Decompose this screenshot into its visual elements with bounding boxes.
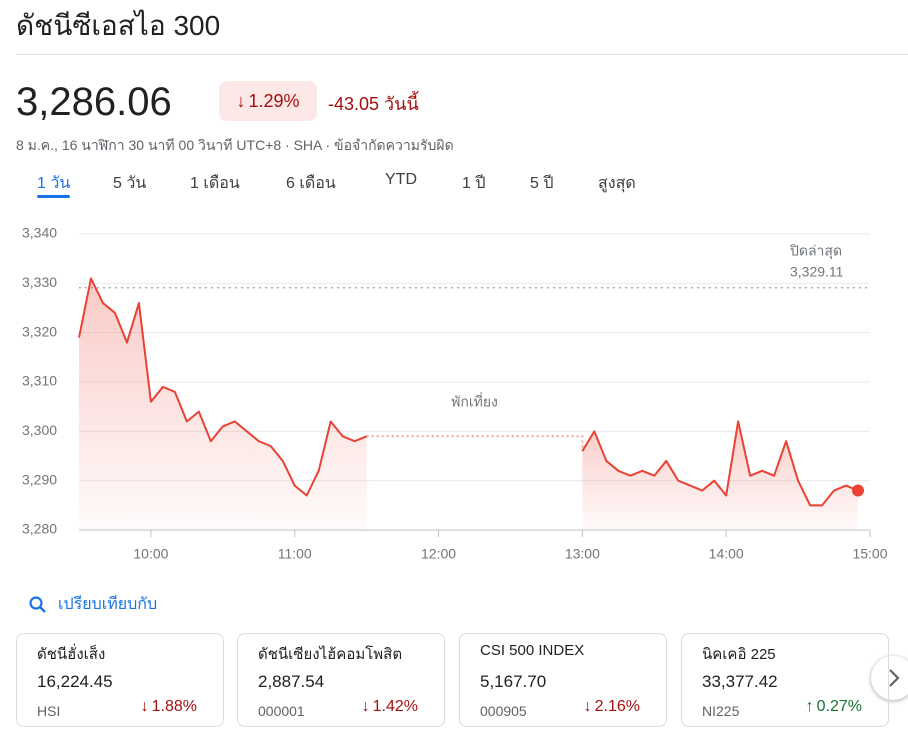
range-tab[interactable]: สูงสุด xyxy=(598,175,636,192)
last-point xyxy=(852,484,865,497)
next-button[interactable] xyxy=(871,656,908,700)
x-tick-label: 15:00 xyxy=(852,546,887,562)
down-arrow: ↓ xyxy=(140,698,149,715)
lunch-annotation: พักเที่ยง xyxy=(451,393,498,410)
range-tab[interactable]: YTD xyxy=(385,171,417,188)
range-tab[interactable]: 6 เดือน xyxy=(286,175,336,192)
range-tab[interactable]: 5 ปี xyxy=(530,175,554,192)
change-percent: 0.27% xyxy=(816,698,862,715)
x-tick-label: 12:00 xyxy=(421,546,456,562)
y-tick-label: 3,300 xyxy=(22,422,57,438)
y-tick-label: 3,330 xyxy=(22,274,57,290)
y-tick-label: 3,280 xyxy=(22,521,57,537)
range-tab[interactable]: 1 เดือน xyxy=(190,175,240,192)
card-price: 16,224.45 xyxy=(37,672,113,691)
y-tick-label: 3,290 xyxy=(22,471,57,487)
price: 3,286.06 xyxy=(16,80,172,124)
area-fill xyxy=(582,421,859,530)
range-tab[interactable]: 1 ปี xyxy=(462,175,486,192)
card-name: ดัชนีฮั่งเส็ง xyxy=(37,646,106,663)
chevron xyxy=(889,669,900,687)
x-tick-label: 11:00 xyxy=(278,546,312,562)
card-change: ↑ 0.27% xyxy=(806,698,862,716)
search-icon xyxy=(29,595,46,613)
card-code: 000905 xyxy=(480,703,527,719)
previous-close-value: 3,329.11 xyxy=(790,263,844,279)
compare-card[interactable]: CSI 500 INDEX 5,167.70 000905 ↓ 2.16% xyxy=(459,633,667,727)
x-tick-label: 10:00 xyxy=(133,546,168,562)
card-name: ดัชนีเซียงไฮ้คอมโพสิต xyxy=(258,646,403,663)
down-arrow: ↓ xyxy=(361,698,370,715)
compare-link[interactable]: เปรียบเทียบกับ xyxy=(28,592,157,617)
card-change: ↓ 1.88% xyxy=(141,698,197,716)
y-tick-label: 3,320 xyxy=(22,323,57,339)
down-arrow: ↓ xyxy=(583,698,592,715)
card-price: 2,887.54 xyxy=(258,672,325,691)
card-price: 33,377.42 xyxy=(702,672,778,691)
price-line xyxy=(78,277,859,507)
card-code: HSI xyxy=(37,703,61,719)
down-arrow: ↓ xyxy=(236,90,246,111)
change-percent: 1.88% xyxy=(151,698,197,715)
compare-card[interactable]: ดัชนีฮั่งเส็ง 16,224.45 HSI ↓ 1.88% xyxy=(16,633,224,727)
x-tick-label: 14:00 xyxy=(709,546,744,562)
change-badge: ↓ 1.29% xyxy=(219,81,317,121)
y-tick-label: 3,340 xyxy=(22,225,57,241)
active-tab-indicator xyxy=(37,195,70,198)
previous-close-label: ปิดล่าสุด xyxy=(790,242,843,259)
change-percent: 2.16% xyxy=(594,698,640,715)
change-percent: 1.42% xyxy=(372,698,418,715)
card-name: นิคเคอิ 225 xyxy=(702,646,776,663)
range-tab[interactable]: 1 วัน xyxy=(37,175,71,192)
card-change: ↓ 2.16% xyxy=(584,698,640,716)
range-tab[interactable]: 5 วัน xyxy=(113,175,147,192)
change: -43.05 วันนี้ xyxy=(328,94,419,114)
area-fill xyxy=(79,278,367,530)
card-name: CSI 500 INDEX xyxy=(480,642,585,659)
card-change: ↓ 1.42% xyxy=(362,698,418,716)
card-code: NI225 xyxy=(702,703,740,719)
lunch-connector xyxy=(366,435,584,452)
y-tick-label: 3,310 xyxy=(22,373,57,389)
compare-title: เปรียบเทียบกับ xyxy=(58,596,158,613)
x-tick-label: 13:00 xyxy=(565,546,600,562)
change-percent: 1.29% xyxy=(248,90,300,111)
index-title: ดัชนีซีเอสไอ 300 xyxy=(16,10,221,41)
compare-card[interactable]: นิคเคอิ 225 33,377.42 NI225 ↑ 0.27% xyxy=(681,633,889,727)
timestamp: 8 ม.ค., 16 นาฬิกา 30 นาที 00 วินาที UTC+… xyxy=(16,137,454,153)
card-price: 5,167.70 xyxy=(480,672,547,691)
divider xyxy=(16,54,908,55)
compare-card[interactable]: ดัชนีเซียงไฮ้คอมโพสิต 2,887.54 000001 ↓ 1.42… xyxy=(237,633,445,727)
up-arrow: ↑ xyxy=(805,698,814,715)
card-code: 000001 xyxy=(258,703,305,719)
